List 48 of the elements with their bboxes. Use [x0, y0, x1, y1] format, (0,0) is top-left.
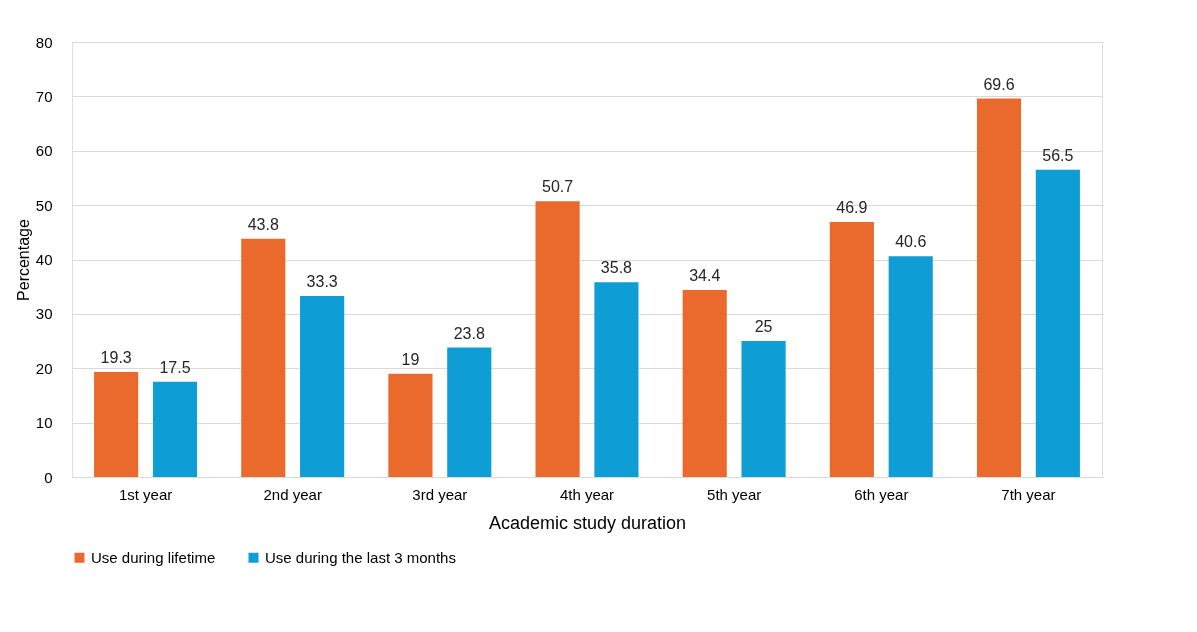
y-tick-label: 80	[35, 33, 53, 51]
data-label: 69.6	[983, 75, 1015, 93]
data-label: 40.6	[895, 233, 927, 251]
data-label: 19.3	[100, 349, 132, 367]
y-tick-label: 60	[35, 142, 53, 160]
data-label: 25	[754, 318, 773, 336]
bar	[976, 98, 1022, 477]
bar	[888, 256, 933, 477]
y-tick-label: 20	[35, 359, 53, 377]
data-label: 33.3	[306, 272, 338, 290]
data-label: 46.9	[836, 198, 868, 216]
bar	[241, 238, 286, 477]
x-tick-label: 2nd year	[263, 485, 322, 503]
data-label: 50.7	[542, 178, 574, 196]
x-tick-label: 1st year	[118, 485, 173, 503]
data-label: 17.5	[159, 358, 191, 376]
bar	[1035, 169, 1080, 477]
x-tick-label: 7th year	[1001, 485, 1056, 503]
y-tick-label: 40	[35, 251, 53, 268]
data-label: 23.8	[453, 324, 485, 342]
legend-label: Use during lifetime	[91, 548, 216, 566]
y-tick-label: 10	[35, 414, 53, 432]
x-tick-label: 6th year	[854, 485, 909, 503]
legend-label: Use during the last 3 months	[265, 548, 456, 566]
data-label: 34.4	[689, 266, 721, 284]
data-label: 19	[401, 350, 420, 368]
bar	[94, 372, 139, 477]
y-tick-label: 0	[44, 468, 53, 486]
x-tick-label: 4th year	[559, 485, 615, 503]
y-tick-label: 50	[35, 196, 53, 214]
bar	[300, 295, 345, 477]
data-label: 35.8	[600, 259, 633, 277]
data-label: 56.5	[1042, 146, 1074, 164]
bar	[594, 282, 639, 477]
bar	[152, 381, 198, 477]
x-tick-label: 3rd year	[412, 485, 468, 503]
bar	[741, 341, 786, 477]
y-axis-title: Percentage	[14, 218, 32, 301]
bar	[388, 373, 433, 477]
bar	[682, 289, 727, 477]
bar	[447, 347, 492, 477]
y-tick-label: 70	[35, 87, 53, 105]
x-tick-label: 5th year	[707, 485, 762, 503]
bar	[535, 201, 580, 477]
bar	[829, 221, 874, 477]
x-axis-title: Academic study duration	[488, 512, 687, 533]
data-label: 43.8	[247, 215, 279, 233]
y-tick-label: 30	[35, 305, 53, 323]
